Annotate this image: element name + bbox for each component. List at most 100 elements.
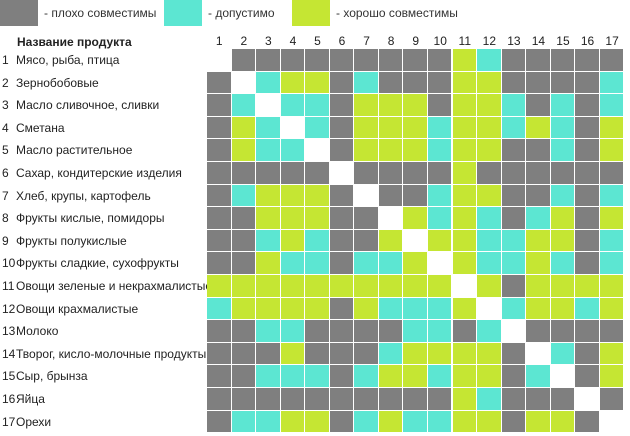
legend-label-ok: - допустимо <box>208 6 275 20</box>
heatmap-cell <box>599 184 624 207</box>
heatmap-cell <box>477 184 501 207</box>
heatmap-cell <box>477 342 501 365</box>
legend-label-good: - хорошо совместимы <box>336 6 458 20</box>
column-label: 8 <box>387 34 395 48</box>
heatmap-cell <box>354 184 378 207</box>
heatmap-cell <box>550 365 575 387</box>
column-label: 15 <box>556 34 570 48</box>
heatmap-cell <box>452 207 477 229</box>
heatmap-cell <box>231 252 256 274</box>
row-label: Сахар, кондитерские изделия <box>16 166 182 180</box>
heatmap-cell <box>207 388 231 410</box>
heatmap-cell <box>256 410 280 433</box>
heatmap-cell <box>403 162 427 184</box>
heatmap-cell <box>452 320 477 342</box>
heatmap-cell <box>575 162 599 184</box>
heatmap-cell <box>526 116 550 139</box>
heatmap-cell <box>550 275 575 297</box>
heatmap-cell <box>256 116 280 139</box>
heatmap-cell <box>305 365 329 387</box>
row-number: 5 <box>2 143 9 158</box>
row-label: Фрукты кислые, помидоры <box>16 211 165 226</box>
heatmap-cell <box>526 184 550 207</box>
heatmap-cell <box>501 342 526 365</box>
heatmap-cell <box>354 139 378 161</box>
heatmap-cell <box>354 162 378 184</box>
heatmap-cell <box>526 320 550 342</box>
legend-swatch-ok <box>164 0 202 26</box>
heatmap-cell <box>305 252 329 274</box>
heatmap-cell <box>305 139 329 161</box>
heatmap-cell <box>526 342 550 365</box>
heatmap-cell <box>231 94 256 116</box>
heatmap-cell <box>477 162 501 184</box>
heatmap-cell <box>575 94 599 116</box>
heatmap-cell <box>329 184 354 207</box>
heatmap-cell <box>207 252 231 274</box>
heatmap-cell <box>427 71 452 94</box>
heatmap-cell <box>575 184 599 207</box>
heatmap-cell <box>231 49 256 71</box>
heatmap-cell <box>280 71 305 94</box>
legend-swatch-good <box>292 0 330 26</box>
heatmap-cell <box>256 71 280 94</box>
heatmap-cell <box>452 71 477 94</box>
heatmap-cell <box>427 49 452 71</box>
heatmap-cell <box>280 94 305 116</box>
heatmap-cell <box>427 342 452 365</box>
heatmap-cell <box>256 139 280 161</box>
heatmap-cell <box>231 162 256 184</box>
heatmap-cell <box>329 162 354 184</box>
row-label: Масло растительное <box>16 143 133 158</box>
row-label: Овощи зеленые и некрахмалистые <box>16 279 213 293</box>
heatmap-cell <box>477 207 501 229</box>
heatmap-cell <box>231 229 256 252</box>
heatmap-cell <box>501 139 526 161</box>
heatmap-cell <box>526 94 550 116</box>
heatmap-cell <box>280 297 305 320</box>
heatmap-cell <box>305 184 329 207</box>
heatmap-cell <box>452 139 477 161</box>
heatmap-cell <box>550 94 575 116</box>
heatmap-cell <box>477 297 501 320</box>
heatmap-cell <box>207 320 231 342</box>
heatmap-cell <box>477 49 501 71</box>
heatmap-cell <box>599 320 624 342</box>
row-number: 1 <box>2 53 9 67</box>
row-number: 17 <box>2 414 16 429</box>
heatmap-cell <box>427 297 452 320</box>
heatmap-cell <box>477 388 501 410</box>
heatmap-cell <box>280 49 305 71</box>
heatmap-cell <box>575 252 599 274</box>
heatmap-cell <box>378 388 403 410</box>
heatmap-cell <box>526 71 550 94</box>
heatmap-cell <box>256 365 280 387</box>
heatmap-cell <box>280 207 305 229</box>
heatmap-cell <box>378 162 403 184</box>
heatmap-cell <box>378 207 403 229</box>
heatmap-cell <box>599 229 624 252</box>
heatmap-cell <box>305 388 329 410</box>
heatmap-cell <box>452 410 477 433</box>
heatmap-cell <box>427 388 452 410</box>
heatmap-cell <box>231 71 256 94</box>
heatmap-cell <box>403 365 427 387</box>
row-label: Яйца <box>16 392 45 406</box>
heatmap-cell <box>599 71 624 94</box>
row-label: Орехи <box>16 414 52 429</box>
heatmap-cell <box>256 275 280 297</box>
heatmap-cell <box>526 410 550 433</box>
column-label: 7 <box>363 34 370 48</box>
heatmap-cell <box>477 229 501 252</box>
heatmap-cell <box>329 410 354 433</box>
heatmap-cell <box>599 342 624 365</box>
heatmap-cell <box>231 410 256 433</box>
heatmap-cell <box>550 184 575 207</box>
heatmap-cell <box>599 139 624 161</box>
heatmap-cell <box>477 320 501 342</box>
heatmap-cell <box>207 184 231 207</box>
legend-swatch-bad <box>0 0 38 26</box>
heatmap-cell <box>378 275 403 297</box>
heatmap-cell <box>378 297 403 320</box>
heatmap-cell <box>477 71 501 94</box>
